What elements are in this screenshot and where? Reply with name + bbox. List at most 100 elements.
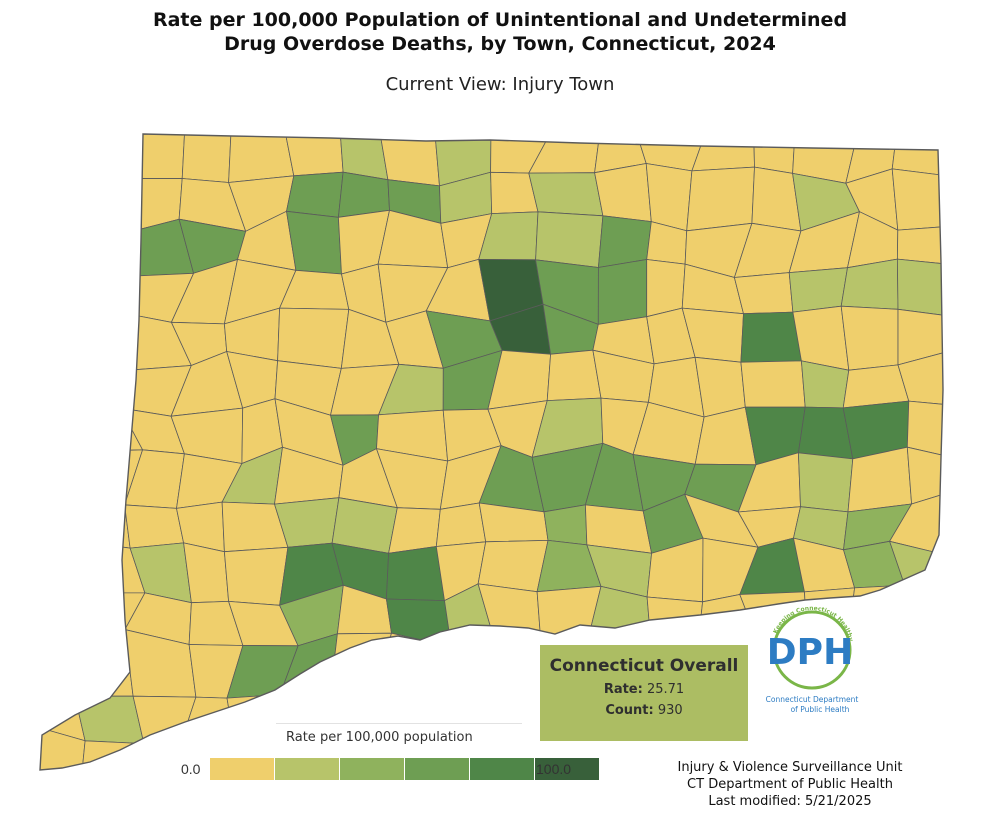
town-region-226[interactable] (479, 677, 533, 735)
dph-logo: Keeping Connecticut Healthy DPH Connecti… (766, 605, 859, 714)
logo-org-line-2: of Public Health (791, 705, 850, 714)
overall-count: Count: 930 (540, 703, 748, 718)
town-region-205[interactable] (330, 632, 393, 693)
overall-rate-label: Rate: (603, 682, 643, 697)
town-region-167[interactable] (223, 546, 289, 606)
legend-swatch-2 (275, 758, 339, 780)
legend-swatch-4 (405, 758, 469, 780)
town-region-172[interactable] (477, 539, 549, 593)
town-region-78[interactable] (277, 307, 350, 369)
connecticut-overall-box: Connecticut Overall Rate: 25.71 Count: 9… (540, 645, 748, 741)
town-region-30[interactable] (594, 163, 652, 223)
town-region-8[interactable] (378, 128, 440, 187)
town-region-47[interactable] (535, 211, 604, 268)
town-region-190[interactable] (477, 583, 542, 646)
town-region-217[interactable] (30, 675, 86, 742)
town-region-198[interactable] (904, 584, 950, 634)
town-region-166[interactable] (183, 542, 230, 604)
town-region-170[interactable] (385, 546, 445, 602)
town-region-74[interactable] (71, 314, 134, 372)
overall-rate: Rate: 25.71 (540, 682, 748, 697)
credits-unit: Injury & Violence Surveillance Unit (677, 760, 903, 775)
town-region-142[interactable] (797, 452, 854, 513)
credits: Injury & Violence Surveillance Unit CT D… (660, 759, 920, 810)
current-view-label: Current View: Injury Town (385, 74, 615, 95)
town-region-218[interactable] (74, 695, 145, 745)
town-region-216[interactable] (887, 630, 950, 694)
town-region-105[interactable] (740, 360, 806, 408)
town-region-91[interactable] (30, 363, 90, 400)
legend-color-scale (210, 758, 600, 780)
town-region-25[interactable] (337, 171, 390, 218)
legend-swatch-3 (340, 758, 404, 780)
town-region-19[interactable] (30, 162, 88, 222)
town-region-163[interactable] (30, 540, 89, 594)
town-region-18[interactable] (891, 128, 950, 177)
town-region-153[interactable] (435, 502, 487, 547)
town-region-152[interactable] (388, 507, 441, 554)
town-region-3[interactable] (120, 128, 186, 180)
overall-count-value: 930 (657, 703, 683, 718)
town-region-199[interactable] (30, 631, 76, 697)
town-region-66[interactable] (597, 259, 648, 325)
town-region-32[interactable] (686, 166, 755, 232)
town-region-127[interactable] (30, 443, 94, 498)
town-region-234[interactable] (887, 678, 950, 738)
town-region-38[interactable] (69, 220, 130, 277)
town-region-56[interactable] (78, 269, 134, 321)
town-region-206[interactable] (375, 632, 452, 689)
town-region-126[interactable] (906, 400, 950, 458)
town-region-6[interactable] (283, 128, 344, 177)
town-region-42[interactable] (286, 210, 342, 275)
town-region-2[interactable] (86, 128, 135, 180)
town-region-208[interactable] (481, 632, 542, 696)
town-region-29[interactable] (528, 172, 604, 217)
map-title: Rate per 100,000 Population of Unintenti… (0, 8, 1000, 56)
town-region-67[interactable] (646, 259, 686, 318)
map-title-line-2: Drug Overdose Deaths, by Town, Connectic… (224, 33, 776, 55)
town-region-147[interactable] (124, 504, 185, 549)
town-region-225[interactable] (435, 688, 483, 735)
town-region-162[interactable] (888, 491, 950, 557)
legend-swatch-6 (535, 758, 599, 780)
town-region-145[interactable] (30, 493, 94, 548)
town-region-20[interactable] (69, 162, 135, 233)
town-region-72[interactable] (896, 258, 950, 317)
town-region-109[interactable] (30, 395, 90, 453)
town-region-69[interactable] (733, 272, 794, 315)
town-region-54[interactable] (896, 225, 950, 265)
town-region-55[interactable] (30, 262, 90, 321)
town-region-155[interactable] (543, 504, 588, 546)
town-region-219[interactable] (132, 695, 197, 745)
town-region-144[interactable] (906, 446, 950, 505)
overall-rate-value: 25.71 (646, 682, 685, 697)
town-region-89[interactable] (840, 305, 899, 371)
town-region-14[interactable] (691, 128, 755, 172)
town-region-90[interactable] (897, 308, 950, 366)
town-region-146[interactable] (75, 496, 131, 549)
town-region-87[interactable] (740, 311, 802, 363)
town-region-107[interactable] (842, 364, 910, 409)
town-region-92[interactable] (71, 363, 123, 409)
town-region-193[interactable] (646, 596, 704, 652)
town-region-207[interactable] (435, 632, 493, 696)
town-region-108[interactable] (897, 350, 950, 406)
legend-max-label: 100.0 (536, 761, 572, 777)
town-region-15[interactable] (753, 128, 796, 174)
town-region-101[interactable] (546, 349, 602, 402)
town-region-73[interactable] (30, 319, 90, 365)
town-region-221[interactable] (226, 694, 286, 746)
town-region-200[interactable] (68, 629, 134, 697)
town-region-70[interactable] (788, 267, 848, 313)
town-region-7[interactable] (339, 128, 389, 181)
legend-divider (276, 723, 522, 724)
town-region-31[interactable] (645, 163, 693, 232)
town-region-181[interactable] (30, 591, 89, 637)
town-region-191[interactable] (536, 585, 602, 646)
town-region-37[interactable] (30, 210, 80, 270)
town-region-236[interactable] (80, 740, 145, 780)
town-region-1[interactable] (30, 128, 93, 184)
town-region-36[interactable] (891, 168, 950, 231)
town-region-104[interactable] (694, 356, 746, 418)
town-region-24[interactable] (286, 171, 344, 218)
